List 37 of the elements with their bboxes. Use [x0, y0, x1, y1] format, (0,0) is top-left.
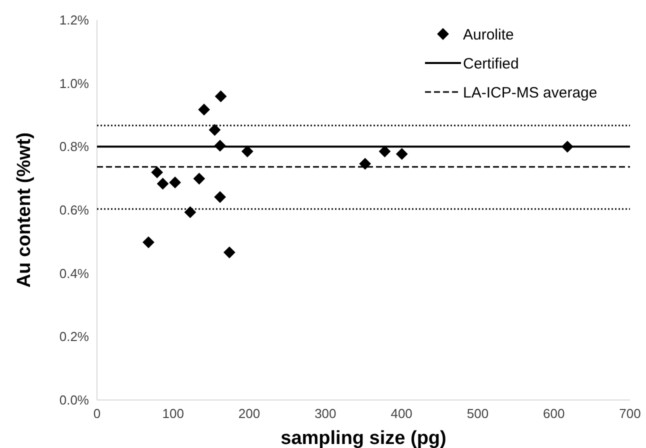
point [151, 166, 164, 178]
x-tick-label: 300 [314, 406, 336, 421]
legend-label: Aurolite [463, 26, 514, 44]
point [198, 104, 210, 116]
y-tick-label: 0.0% [59, 392, 90, 408]
y-tick-label: 1.0% [59, 76, 90, 91]
point [378, 145, 391, 158]
x-tick-label: 0 [93, 406, 101, 421]
y-tick-label: 0.8% [59, 139, 90, 154]
point [208, 124, 221, 136]
x-tick-label: 600 [543, 406, 565, 421]
point [396, 148, 408, 160]
point [241, 145, 254, 158]
y-tick-label: 0.4% [59, 266, 90, 281]
x-tick-label: 700 [619, 406, 641, 421]
legend-label: LA-ICP-MS average [463, 84, 598, 102]
point [184, 206, 196, 218]
point [223, 246, 236, 258]
point [359, 158, 372, 170]
y-tick-label: 0.6% [59, 202, 90, 218]
x-tick-label: 200 [238, 406, 260, 421]
y-axis-title: Au content (%wt) [14, 132, 35, 288]
point [214, 140, 226, 152]
point [156, 178, 169, 190]
x-tick-label: 400 [390, 406, 412, 421]
point [169, 176, 181, 188]
x-tick-label: 100 [162, 406, 184, 421]
x-axis-title: sampling size (pg) [280, 428, 446, 448]
point [142, 236, 154, 248]
point [214, 90, 227, 102]
y-tick-label: 0.2% [59, 329, 90, 344]
point [561, 140, 574, 153]
y-tick-label: 1.2% [59, 12, 90, 28]
point [193, 172, 206, 185]
x-tick-label: 500 [466, 406, 489, 421]
legend-label: Certified [463, 55, 519, 72]
point [214, 191, 226, 203]
